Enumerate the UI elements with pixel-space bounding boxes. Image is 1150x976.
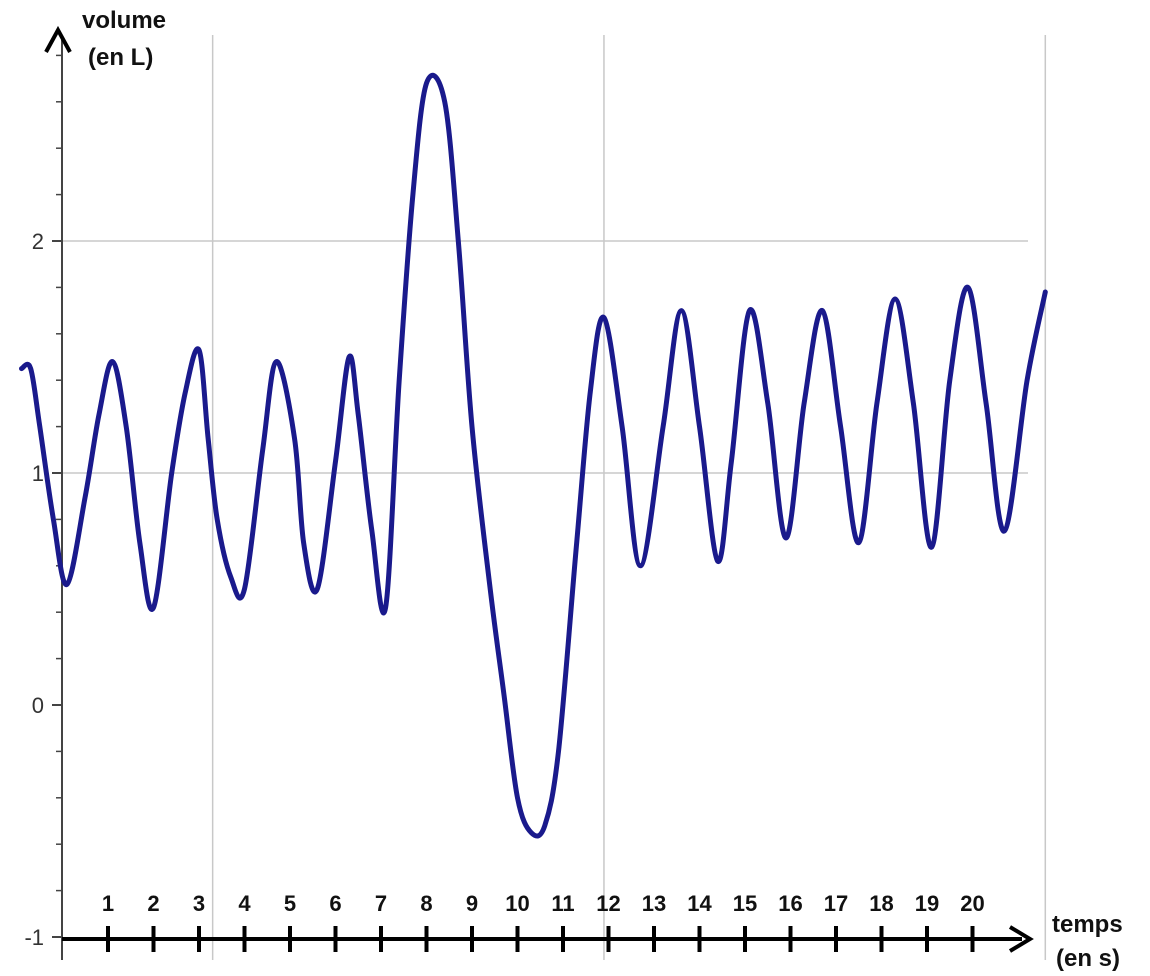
x-tick-label: 17 [824, 891, 848, 916]
x-tick-label: 5 [284, 891, 296, 916]
x-tick-label: 18 [869, 891, 893, 916]
y-axis-label-unit: (en L) [88, 44, 153, 71]
x-tick-label: 7 [375, 891, 387, 916]
y-tick-labels: -1 0 1 2 [24, 229, 44, 950]
x-tick-label: 8 [420, 891, 432, 916]
y-minor-ticks [52, 54, 62, 938]
y-tick-label: 1 [32, 461, 44, 486]
x-tick-label: 19 [915, 891, 939, 916]
y-axis-arrow-icon [44, 25, 72, 53]
x-tick-label: 15 [733, 891, 757, 916]
y-axis-label: volume [82, 7, 166, 34]
x-tick-label: 4 [238, 891, 251, 916]
x-tick-label: 3 [193, 891, 205, 916]
x-tick-label: 20 [960, 891, 984, 916]
x-ticks: 1 2 3 4 5 6 7 8 9 10 11 12 13 14 15 16 17 18 19 20 [102, 891, 985, 952]
x-axis-arrow-icon [1008, 925, 1034, 953]
y-tick-label: 0 [32, 693, 44, 718]
y-tick-label: 2 [32, 229, 44, 254]
x-tick-label: 6 [329, 891, 341, 916]
volume-series-line [19, 72, 1048, 839]
x-axis-label-unit: (en s) [1056, 945, 1120, 972]
x-tick-label: 14 [687, 891, 712, 916]
x-tick-label: 16 [778, 891, 802, 916]
x-tick-label: 1 [102, 891, 114, 916]
x-tick-label: 12 [596, 891, 620, 916]
x-tick-label: 13 [642, 891, 666, 916]
x-tick-label: 10 [505, 891, 529, 916]
grid-lines [62, 35, 1047, 960]
axes [44, 25, 1034, 960]
x-axis-label: temps [1052, 911, 1123, 938]
y-tick-label: -1 [24, 925, 44, 950]
x-tick-label: 2 [147, 891, 159, 916]
x-tick-label: 11 [551, 891, 574, 916]
x-tick-label: 9 [466, 891, 478, 916]
